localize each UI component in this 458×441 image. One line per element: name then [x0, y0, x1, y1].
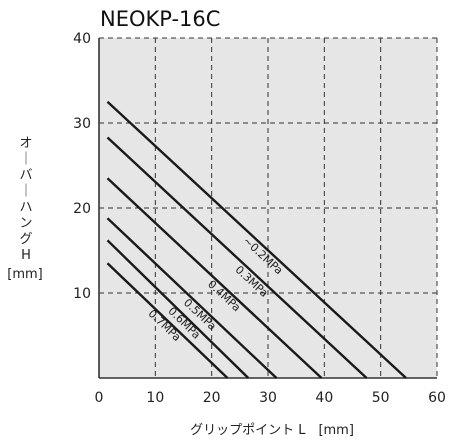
x-tick-labels: 0 10 20 30 40 50 60	[95, 390, 446, 406]
series-line	[106, 217, 278, 379]
y-tick-label: 10	[73, 286, 91, 302]
y-tick-label: 30	[73, 116, 91, 132]
y-axis-label-char: ン	[19, 216, 32, 231]
y-axis-label-char: ｜	[19, 152, 32, 167]
y-axis-label-char: ハ	[19, 200, 32, 215]
y-tick-labels: 10 20 30 40	[73, 31, 91, 302]
x-tick-label: 20	[203, 390, 221, 406]
chart-title: NEOKP-16C	[100, 7, 220, 31]
y-tick-label: 20	[73, 201, 91, 217]
x-tick-label: 0	[95, 390, 104, 406]
x-tick-label: 40	[315, 390, 333, 406]
y-axis-label-char: グ	[19, 232, 32, 247]
series-lines	[106, 100, 407, 379]
x-tick-label: 60	[428, 390, 446, 406]
series-line	[106, 177, 323, 379]
y-axis-label-char: オ	[19, 136, 32, 151]
grid	[98, 37, 438, 379]
series-line	[106, 239, 250, 379]
series-line	[106, 136, 368, 379]
y-axis-unit: [mm]	[7, 267, 42, 282]
y-axis-label-char: バ	[19, 168, 32, 183]
series-line	[106, 100, 407, 379]
y-axis-label-char: H	[21, 248, 31, 263]
x-tick-label: 50	[372, 390, 390, 406]
x-tick-label: 30	[259, 390, 277, 406]
x-axis-label: グリップポイント L [mm]	[190, 423, 354, 438]
x-tick-label: 10	[146, 390, 164, 406]
y-axis-label-char: ｜	[19, 184, 32, 199]
y-tick-label: 40	[73, 31, 91, 47]
series-line	[106, 262, 229, 379]
